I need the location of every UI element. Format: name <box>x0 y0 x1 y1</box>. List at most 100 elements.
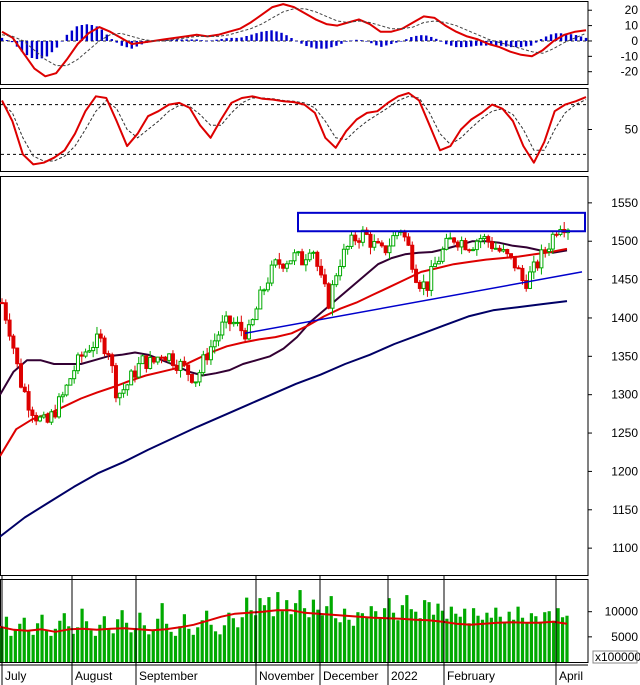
price-tick-label: 1450 <box>611 273 638 287</box>
macd-histogram-bar <box>479 40 483 46</box>
macd-histogram-bar <box>70 30 74 41</box>
volume-bar <box>271 616 275 662</box>
volume-bar <box>378 618 382 662</box>
candle-body <box>296 251 301 254</box>
candle-body <box>490 241 495 249</box>
volume-bar <box>178 626 182 662</box>
candle-body <box>159 356 164 359</box>
volume-bar <box>369 606 373 662</box>
macd-histogram-bar <box>110 39 114 41</box>
volume-bar <box>200 620 204 662</box>
macd-histogram-bar <box>554 33 558 41</box>
volume-bar <box>471 608 476 662</box>
candle-body <box>79 354 84 357</box>
macd-histogram-bar <box>220 38 223 41</box>
volume-bar <box>9 635 13 662</box>
candle-body <box>493 247 498 250</box>
macd-histogram-bar <box>230 37 233 41</box>
volume-bar <box>280 611 284 662</box>
macd-histogram-bar <box>190 39 193 41</box>
ma-mid-line <box>0 247 568 457</box>
price-tick-label: 1100 <box>612 541 638 555</box>
macd-histogram-bar <box>280 32 283 41</box>
candle-body <box>520 267 525 282</box>
volume-bar <box>534 616 538 662</box>
macd-histogram-bar <box>270 30 273 41</box>
candle-body <box>22 386 27 393</box>
volume-bar <box>22 617 26 662</box>
macd-histogram-bar <box>539 39 543 41</box>
macd-histogram-bar <box>509 40 513 48</box>
candle-body <box>205 354 210 361</box>
volume-bar <box>391 612 396 662</box>
candle-body <box>148 356 153 369</box>
volume-bar <box>307 617 311 662</box>
volume-bar <box>498 616 502 662</box>
volume-bar <box>169 631 173 662</box>
volume-bar <box>289 614 293 662</box>
macd-histogram-bar <box>55 40 59 48</box>
volume-tick-label: 5000 <box>611 630 638 644</box>
macd-histogram-bar <box>120 40 123 46</box>
volume-bar <box>400 605 404 662</box>
price-frame <box>0 176 589 576</box>
macd-histogram-bar <box>489 40 493 46</box>
macd-histogram-bar <box>215 39 218 41</box>
macd-histogram-bar <box>569 34 573 41</box>
macd-histogram-bar <box>529 40 533 46</box>
candle-body <box>360 229 365 243</box>
candle-body <box>212 340 217 348</box>
volume-bar <box>356 612 360 662</box>
price-panel: 1550 1500 1450 1400 1350 1300 1250 1200 1150 1100 <box>0 196 638 555</box>
candle-body <box>326 283 331 309</box>
candle-body <box>265 282 270 291</box>
candle-body <box>3 302 8 321</box>
candle-body <box>26 391 31 411</box>
price-tick-label: 1400 <box>611 311 638 325</box>
candle-body <box>452 237 457 243</box>
volume-bar <box>40 614 44 662</box>
macd-histogram-bar <box>514 40 518 48</box>
volume-bar <box>414 611 418 662</box>
macd-histogram-bar <box>285 35 288 41</box>
macd-histogram-bar <box>405 39 408 41</box>
price-tick-label: 1550 <box>611 196 638 210</box>
candle-body <box>68 378 73 386</box>
volume-bar <box>427 602 431 662</box>
volume-bar <box>58 620 62 662</box>
volume-bar <box>512 619 516 662</box>
macd-histogram-bar <box>455 40 458 48</box>
volume-bar <box>107 628 111 662</box>
candle-body <box>121 389 126 394</box>
macd-histogram-bar <box>225 38 228 41</box>
candle-body <box>201 354 206 374</box>
volume-bar <box>84 621 89 662</box>
volume-bar <box>27 631 31 662</box>
volume-bar <box>4 616 9 662</box>
volume-bar <box>245 597 249 662</box>
macd-histogram-bar <box>175 39 178 41</box>
candle-body <box>448 237 453 240</box>
resistance-box <box>297 211 586 233</box>
volume-bar <box>565 615 569 662</box>
price-tick-label: 1200 <box>611 464 638 478</box>
volume-bar <box>187 628 191 662</box>
candle-body <box>543 249 548 253</box>
volume-bar <box>218 634 222 662</box>
macd-histogram-bar <box>325 40 328 49</box>
volume-bar <box>13 629 17 662</box>
candle-body <box>144 355 149 369</box>
volume-bar <box>294 603 298 662</box>
candle-body <box>467 249 472 252</box>
macd-histogram-bar <box>519 40 523 48</box>
candle-body <box>512 256 517 269</box>
volume-bar <box>258 598 262 662</box>
candle-body <box>163 356 168 361</box>
macd-histogram-bar <box>0 37 4 41</box>
volume-bar <box>209 624 213 662</box>
volume-bar <box>409 609 413 662</box>
candle-body <box>554 233 559 236</box>
volume-bar <box>485 612 489 662</box>
candle-body <box>91 346 96 352</box>
